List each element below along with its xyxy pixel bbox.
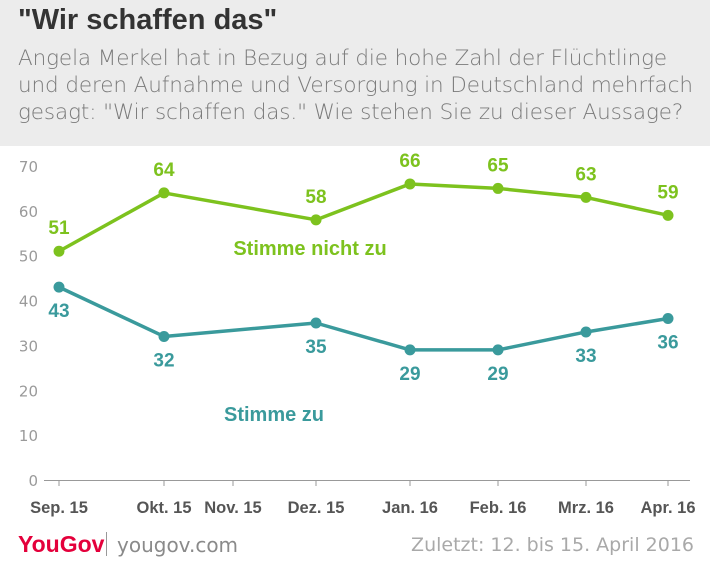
data-label-s0-5: 63 [575, 164, 596, 185]
series-line-1 [57, 285, 670, 352]
data-label-s0-6: 59 [657, 182, 678, 203]
subtitle-line-2: und deren Aufnahme und Versorgung in Deu… [18, 73, 693, 98]
last-updated-note: Zuletzt: 12. bis 15. April 2016 [411, 534, 694, 556]
y-tick-label-70: 70 [19, 158, 38, 176]
x-tick-label-7: Apr. 16 [640, 499, 695, 517]
data-label-s0-1: 64 [153, 160, 175, 181]
data-point-s1-1 [158, 330, 170, 342]
data-label-s1-6: 36 [657, 333, 678, 354]
data-point-s0-5 [580, 191, 592, 203]
data-label-s1-5: 33 [575, 346, 596, 367]
data-point-s0-6 [662, 209, 674, 221]
y-tick-label-0: 0 [28, 472, 38, 490]
x-tick-label-0: Sep. 15 [30, 499, 88, 517]
data-label-s0-2: 58 [305, 187, 326, 208]
x-tick-label-5: Feb. 16 [470, 499, 527, 517]
y-tick-label-10: 10 [19, 427, 38, 445]
data-label-s1-3: 29 [399, 364, 420, 385]
data-label-s1-0: 43 [48, 301, 69, 322]
chart-footer: YouGov yougov.com Zuletzt: 12. bis 15. A… [0, 528, 710, 563]
data-label-s1-1: 32 [153, 350, 174, 371]
x-tick-label-4: Jan. 16 [382, 499, 438, 517]
yougov-logo: YouGov [18, 531, 105, 557]
data-label-s0-4: 65 [487, 155, 509, 176]
data-point-s0-4 [492, 182, 504, 194]
data-label-s0-0: 51 [48, 218, 70, 239]
subtitle-line-3: gesagt: "Wir schaffen das." Wie stehen S… [18, 100, 684, 125]
x-tick-label-6: Mrz. 16 [558, 499, 614, 517]
x-tick-label-2: Nov. 15 [204, 499, 261, 517]
data-point-s0-1 [158, 187, 170, 199]
site-link[interactable]: yougov.com [117, 533, 239, 557]
y-tick-label-50: 50 [19, 248, 38, 266]
series-name-label-1: Stimme zu [224, 404, 324, 426]
data-point-s1-4 [492, 344, 504, 356]
chart-title: "Wir schaffen das" [18, 4, 278, 36]
data-point-s0-0 [53, 245, 65, 257]
data-point-s1-6 [662, 313, 674, 325]
y-tick-label-20: 20 [19, 382, 38, 400]
line-chart: 0 10 20 30 40 50 60 70 Sep. 15 Okt. 15 Nov. 15 Dez.… [19, 151, 696, 517]
data-point-s0-2 [310, 214, 322, 226]
data-point-s1-3 [404, 344, 416, 356]
chart-header: "Wir schaffen das" Angela Merkel hat in … [0, 0, 710, 146]
y-tick-label-60: 60 [19, 203, 38, 221]
series-name-label-0: Stimme nicht zu [233, 238, 386, 260]
y-tick-label-40: 40 [19, 293, 38, 311]
data-label-s1-4: 29 [487, 364, 508, 385]
data-point-s1-2 [310, 317, 322, 329]
data-point-s0-3 [404, 178, 416, 190]
data-point-s1-5 [580, 326, 592, 338]
data-label-s0-3: 66 [399, 151, 420, 172]
x-tick-label-3: Dez. 15 [288, 499, 345, 517]
chart-subtitle: Angela Merkel hat in Bezug auf die hohe … [18, 45, 698, 126]
footer-divider [106, 532, 107, 556]
subtitle-line-1: Angela Merkel hat in Bezug auf die hohe … [18, 46, 668, 71]
data-point-s1-0 [53, 281, 65, 293]
data-label-s1-2: 35 [305, 337, 327, 358]
y-tick-label-30: 30 [19, 337, 38, 355]
x-tick-label-1: Okt. 15 [136, 499, 191, 517]
